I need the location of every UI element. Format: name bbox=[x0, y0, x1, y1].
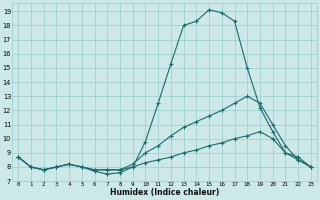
X-axis label: Humidex (Indice chaleur): Humidex (Indice chaleur) bbox=[110, 188, 219, 197]
